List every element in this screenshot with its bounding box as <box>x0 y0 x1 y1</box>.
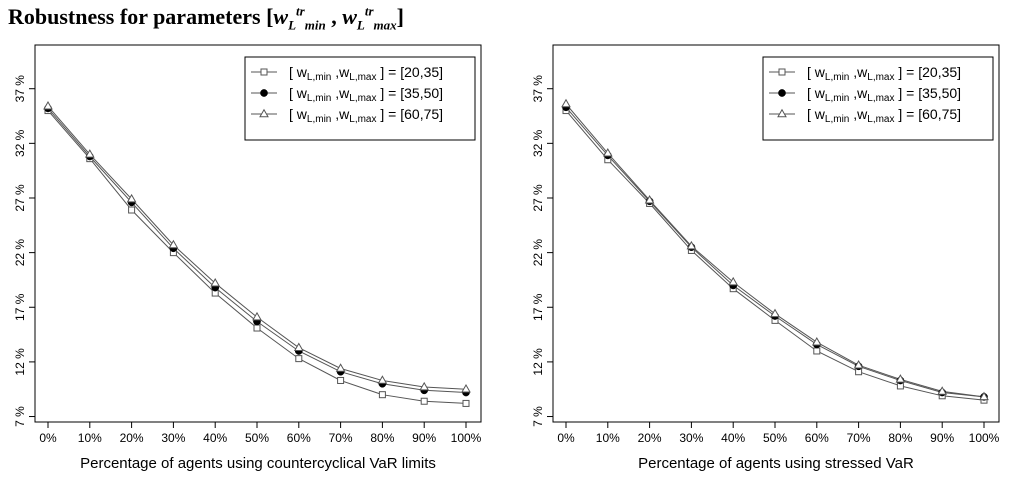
y-tick-label: 22 % <box>13 239 27 267</box>
series-3-point <box>461 384 471 393</box>
series-line-1 <box>47 110 467 404</box>
legend-label: [ wL,min ,wL,max ] = [20,35] <box>807 64 961 83</box>
x-axis-label: Percentage of agents using stressed VaR <box>638 455 914 472</box>
series-3-point <box>937 386 948 395</box>
series-3-point <box>602 147 613 157</box>
y-tick-label: 7 % <box>531 406 545 427</box>
plot-frame <box>552 44 1000 423</box>
series-3-point <box>895 374 906 383</box>
series-line-3 <box>565 103 985 398</box>
series-1-point <box>128 206 136 214</box>
y-tick-label: 12 % <box>13 348 27 376</box>
x-tick-label: 80% <box>888 431 912 445</box>
series-3-point <box>126 193 137 203</box>
series-3-point <box>252 311 262 321</box>
x-tick-label: 30% <box>161 431 185 445</box>
legend-marker <box>778 89 786 97</box>
legend: [ wL,min ,wL,max ] = [20,35] [ wL,min ,wL… <box>762 56 994 141</box>
series-1-point <box>295 355 303 363</box>
x-tick-label: 10% <box>596 431 620 445</box>
legend-label: [ wL,min ,wL,max ] = [60,75] <box>289 106 443 125</box>
series-3-point <box>686 240 697 250</box>
y-tick-label: 17 % <box>531 293 545 321</box>
legend-marker <box>259 108 269 118</box>
x-tick-label: 40% <box>721 431 745 445</box>
series-line-2 <box>47 108 467 393</box>
x-tick-label: 100% <box>451 431 482 445</box>
x-tick-label: 60% <box>805 431 829 445</box>
legend-marker <box>778 68 786 76</box>
x-tick-label: 10% <box>78 431 102 445</box>
legend: [ wL,min ,wL,max ] = [20,35] [ wL,min ,wL… <box>244 56 476 141</box>
series-3-point <box>644 194 655 204</box>
x-tick-label: 30% <box>679 431 703 445</box>
series-3-point <box>377 375 388 384</box>
x-tick-label: 60% <box>287 431 311 445</box>
x-tick-label: 90% <box>930 431 954 445</box>
legend-marker <box>777 108 787 118</box>
y-tick-label: 22 % <box>531 239 545 267</box>
plot-frame <box>34 44 482 423</box>
legend-label: [ wL,min ,wL,max ] = [35,50] <box>807 85 961 104</box>
series-3-point <box>335 363 346 372</box>
series-3-point <box>853 359 864 369</box>
x-tick-label: 80% <box>370 431 394 445</box>
series-3-point <box>728 276 739 286</box>
series-3-point <box>561 98 571 108</box>
x-tick-label: 50% <box>763 431 787 445</box>
series-1-point <box>378 391 386 399</box>
series-1-point <box>813 347 821 355</box>
chart-panel-2: 7 % 12 % 17 % 22 % 27 % 32 % 37 % 0% 10% 20% 30% 40… <box>531 44 1000 472</box>
series-3-point <box>43 100 53 110</box>
series-1-point <box>337 376 345 384</box>
x-tick-label: 70% <box>847 431 871 445</box>
page-title: Robustness for parameters [wLtrmin , wLt… <box>8 3 404 33</box>
y-tick-label: 32 % <box>13 129 27 157</box>
series-3-point <box>168 239 179 249</box>
series-3-point <box>293 342 304 351</box>
y-tick-label: 32 % <box>531 129 545 157</box>
legend-label: [ wL,min ,wL,max ] = [20,35] <box>289 64 443 83</box>
y-tick-label: 17 % <box>13 293 27 321</box>
y-tick-label: 27 % <box>531 184 545 212</box>
y-tick-label: 7 % <box>13 406 27 427</box>
chart-panel-1: 7 % 12 % 17 % 22 % 27 % 32 % 37 % 0% 10% 20% 30% 40… <box>13 44 482 472</box>
series-1-point <box>420 397 428 405</box>
x-tick-label: 40% <box>203 431 227 445</box>
y-tick-label: 12 % <box>531 348 545 376</box>
x-tick-label: 90% <box>412 431 436 445</box>
legend-marker <box>260 89 268 97</box>
x-tick-label: 0% <box>39 431 57 445</box>
series-3-point <box>770 308 780 318</box>
series-line-3 <box>47 105 467 390</box>
series-line-2 <box>565 106 985 398</box>
legend-box <box>762 56 994 141</box>
legend-label: [ wL,min ,wL,max ] = [60,75] <box>807 106 961 125</box>
series-3-point <box>210 278 221 287</box>
y-tick-label: 37 % <box>531 75 545 103</box>
series-3-point <box>84 149 95 158</box>
x-axis-label: Percentage of agents using countercyclic… <box>80 455 436 472</box>
y-tick-label: 37 % <box>13 75 27 103</box>
x-tick-label: 0% <box>557 431 575 445</box>
series-3-point <box>419 381 430 391</box>
series-3-point <box>979 391 989 401</box>
legend-marker <box>260 68 268 76</box>
series-1-point <box>253 324 261 332</box>
series-3-point <box>811 337 822 346</box>
x-tick-label: 100% <box>969 431 1000 445</box>
y-tick-label: 27 % <box>13 184 27 212</box>
x-tick-label: 20% <box>120 431 144 445</box>
series-1-point <box>462 399 470 407</box>
x-tick-label: 70% <box>329 431 353 445</box>
x-tick-label: 50% <box>245 431 269 445</box>
series-line-1 <box>565 110 985 401</box>
legend-box <box>244 56 476 141</box>
legend-label: [ wL,min ,wL,max ] = [35,50] <box>289 85 443 104</box>
x-tick-label: 20% <box>638 431 662 445</box>
